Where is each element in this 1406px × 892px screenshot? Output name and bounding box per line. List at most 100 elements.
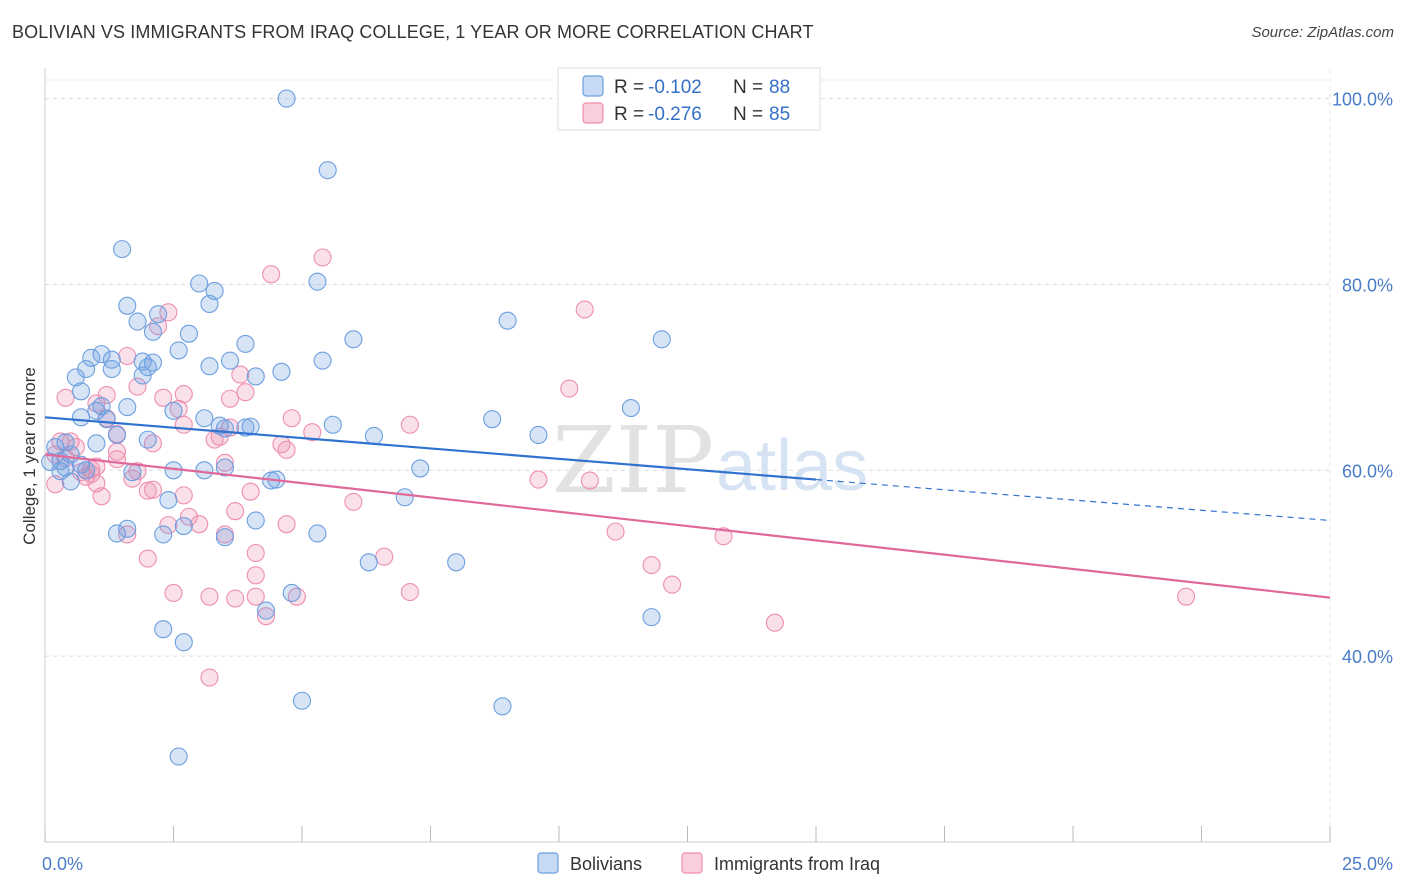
iraq-point-17 bbox=[282, 409, 301, 428]
bolivian-point-44 bbox=[323, 415, 342, 434]
iraq-point-78 bbox=[200, 668, 219, 687]
bolivian-point-23 bbox=[200, 357, 219, 376]
bottom-legend-bolivians: Bolivians bbox=[570, 854, 642, 874]
iraq-point-32 bbox=[277, 440, 296, 459]
iraq-point-15 bbox=[87, 394, 106, 413]
iraq-point-45 bbox=[580, 471, 599, 490]
bolivian-point-22 bbox=[313, 351, 332, 370]
bolivian-point-73 bbox=[107, 524, 127, 543]
iraq-point-64 bbox=[138, 549, 157, 568]
bolivian-point-82 bbox=[642, 608, 661, 627]
iraq-point-76 bbox=[256, 607, 276, 626]
bolivian-point-27 bbox=[220, 351, 240, 370]
bolivian-point-86 bbox=[493, 697, 512, 716]
iraq-trend-line bbox=[44, 453, 1331, 599]
iraq-point-51 bbox=[92, 487, 111, 506]
iraq-point-58 bbox=[277, 515, 296, 534]
bolivian-point-76 bbox=[215, 528, 234, 547]
iraq-point-35 bbox=[107, 450, 127, 469]
legend-r-label-1: R = bbox=[614, 77, 644, 98]
legend-n-value-1: 88 bbox=[769, 77, 790, 98]
legend-swatch-bolivians bbox=[582, 75, 604, 97]
legend-n-label-1: N = bbox=[733, 77, 763, 98]
iraq-point-12 bbox=[154, 388, 173, 407]
bolivian-point-35 bbox=[164, 401, 183, 420]
iraq-point-19 bbox=[400, 415, 419, 434]
bolivian-point-32 bbox=[71, 382, 91, 401]
bolivian-point-87 bbox=[169, 747, 188, 766]
bolivian-point-14 bbox=[344, 330, 363, 349]
bolivian-point-52 bbox=[138, 430, 157, 449]
bolivian-point-34 bbox=[621, 398, 641, 418]
bolivian-point-33 bbox=[118, 398, 137, 417]
bolivian-point-62 bbox=[195, 461, 214, 480]
iraq-point-60 bbox=[714, 527, 733, 546]
iraq-point-50 bbox=[241, 482, 260, 501]
iraq-point-44 bbox=[529, 470, 548, 489]
bolivian-point-65 bbox=[123, 463, 142, 482]
x-tick-label-0: 0.0% bbox=[42, 854, 83, 874]
y-axis-title: College, 1 year or more bbox=[20, 367, 39, 545]
bolivian-trend-extension bbox=[815, 478, 1331, 522]
bolivian-point-80 bbox=[282, 583, 301, 603]
bolivian-point-69 bbox=[395, 488, 414, 507]
bolivian-point-40 bbox=[97, 410, 116, 429]
bolivian-points bbox=[41, 89, 671, 766]
bolivian-point-85 bbox=[292, 691, 312, 710]
iraq-point-59 bbox=[606, 522, 625, 541]
bolivian-point-10 bbox=[143, 322, 162, 341]
iraq-point-73 bbox=[226, 589, 245, 608]
iraq-point-8 bbox=[560, 379, 579, 398]
bolivian-point-64 bbox=[411, 459, 430, 478]
y-tick-label-2: 80.0% bbox=[1342, 275, 1393, 295]
iraq-point-0 bbox=[313, 248, 332, 267]
iraq-points bbox=[46, 248, 1196, 687]
bottom-legend-swatch-iraq bbox=[681, 852, 703, 874]
bolivian-point-30 bbox=[66, 368, 85, 387]
bolivian-point-21 bbox=[133, 352, 152, 371]
source-credit: Source: ZipAtlas.com bbox=[1251, 24, 1394, 41]
bolivian-point-43 bbox=[241, 417, 260, 436]
legend-r-value-1: -0.102 bbox=[648, 77, 702, 98]
bolivian-point-45 bbox=[215, 419, 234, 438]
legend-swatch-iraq bbox=[582, 102, 604, 124]
bottom-legend-iraq: Immigrants from Iraq bbox=[714, 854, 880, 874]
iraq-point-55 bbox=[179, 507, 198, 526]
bolivian-point-38 bbox=[195, 409, 214, 428]
legend-n-label-2: N = bbox=[733, 104, 763, 125]
bolivian-point-49 bbox=[529, 425, 548, 445]
bolivian-point-7 bbox=[118, 296, 137, 315]
bolivian-point-72 bbox=[246, 511, 265, 530]
bolivian-point-25 bbox=[102, 359, 121, 379]
y-tick-label-0: 40.0% bbox=[1342, 647, 1393, 667]
bolivian-point-84 bbox=[174, 633, 193, 652]
bolivian-point-39 bbox=[71, 408, 91, 427]
bolivian-point-57 bbox=[71, 455, 91, 474]
bolivian-point-28 bbox=[272, 362, 291, 381]
bolivian-point-31 bbox=[246, 367, 265, 386]
bolivian-point-78 bbox=[359, 553, 378, 572]
bolivian-point-68 bbox=[61, 472, 80, 491]
bolivian-point-83 bbox=[154, 620, 173, 639]
bolivian-point-46 bbox=[236, 418, 255, 437]
iraq-point-14 bbox=[220, 389, 240, 408]
iraq-point-9 bbox=[236, 383, 255, 402]
iraq-point-52 bbox=[174, 486, 193, 505]
bolivian-point-16 bbox=[169, 341, 188, 360]
bolivian-point-8 bbox=[149, 305, 168, 324]
chart-title: BOLIVIAN VS IMMIGRANTS FROM IRAQ COLLEGE… bbox=[12, 22, 814, 42]
bolivian-point-60 bbox=[77, 461, 96, 480]
legend-r-value-2: -0.276 bbox=[648, 104, 702, 125]
iraq-point-70 bbox=[164, 583, 183, 603]
bolivian-point-13 bbox=[652, 330, 671, 349]
bolivian-point-1 bbox=[318, 161, 337, 180]
iraq-point-20 bbox=[174, 415, 193, 434]
bolivian-trend-line bbox=[44, 416, 817, 481]
iraq-point-48 bbox=[143, 480, 162, 499]
iraq-point-1 bbox=[262, 265, 281, 284]
iraq-point-2 bbox=[575, 300, 594, 319]
bolivian-point-9 bbox=[128, 312, 147, 331]
trend-lines bbox=[44, 416, 1331, 599]
iraq-point-69 bbox=[400, 582, 419, 602]
bottom-legend-swatch-bolivians bbox=[537, 852, 559, 874]
